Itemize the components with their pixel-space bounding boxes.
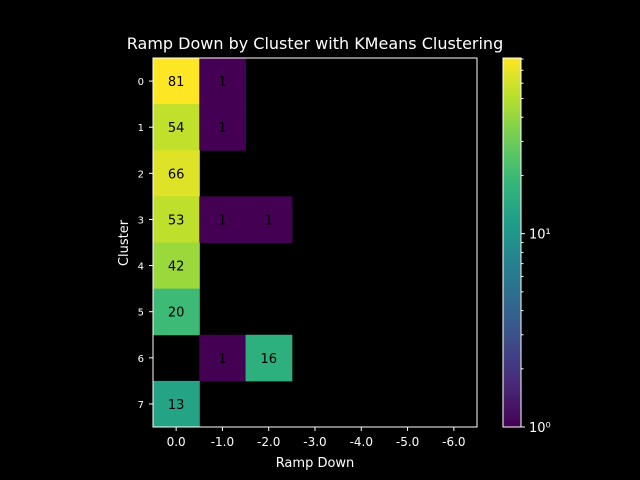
cell-value-label: 16 xyxy=(260,352,277,367)
heatmap-cell xyxy=(153,242,200,290)
cell-value-label: 1 xyxy=(218,75,226,90)
heatmap-cell xyxy=(245,196,293,243)
x-tick-label: -4.0 xyxy=(350,435,373,449)
heatmap-cell xyxy=(245,334,293,382)
cell-value-label: 81 xyxy=(168,75,185,90)
colorbar: 10¹ 10⁰ xyxy=(502,57,551,436)
cell-value-label: 1 xyxy=(265,213,273,228)
cell-value-label: 1 xyxy=(218,213,226,228)
heatmap-cell xyxy=(153,196,200,243)
chart-title: Ramp Down by Cluster with KMeans Cluster… xyxy=(127,34,503,53)
heatmap-cell xyxy=(199,104,247,151)
heatmap-cell xyxy=(199,334,247,382)
heatmap-cell xyxy=(153,380,200,428)
heatmap-cell xyxy=(199,196,247,243)
cell-value-label: 20 xyxy=(168,306,185,321)
heatmap-cell xyxy=(199,58,247,105)
y-axis-label: Cluster xyxy=(117,219,132,266)
cell-value-label: 66 xyxy=(168,167,185,182)
y-tick-label: 6 xyxy=(138,354,144,365)
cell-value-label: 1 xyxy=(218,121,226,136)
colorbar-tick-label: 10¹ xyxy=(529,228,551,243)
heatmap-cell xyxy=(153,104,200,151)
y-tick-label: 7 xyxy=(138,400,144,411)
cell-value-label: 53 xyxy=(168,213,185,228)
cell-value-label: 13 xyxy=(168,398,185,413)
y-tick-label: 0 xyxy=(138,77,144,88)
x-tick-label: -2.0 xyxy=(257,435,280,449)
heatmap-cell xyxy=(153,58,200,105)
heatmap-cell xyxy=(153,288,200,336)
x-axis-label: Ramp Down xyxy=(276,456,355,471)
x-tick-label: -5.0 xyxy=(396,435,419,449)
x-tick-label: -6.0 xyxy=(442,435,465,449)
cell-value-label: 54 xyxy=(168,121,185,136)
cell-value-label: 1 xyxy=(218,352,226,367)
cell-value-label: 42 xyxy=(168,260,185,275)
y-tick-label: 1 xyxy=(138,123,144,134)
x-tick-label: -1.0 xyxy=(211,435,234,449)
y-tick-label: 5 xyxy=(138,308,144,319)
colorbar-tick-label: 10⁰ xyxy=(529,421,551,436)
heatmap-cell xyxy=(153,150,200,197)
x-tick-label: -3.0 xyxy=(303,435,326,449)
y-tick-label: 3 xyxy=(138,215,144,226)
x-tick-label: 0.0 xyxy=(167,435,186,449)
y-tick-label: 2 xyxy=(138,169,144,180)
y-tick-label: 4 xyxy=(138,262,144,273)
colorbar-gradient xyxy=(502,57,522,428)
